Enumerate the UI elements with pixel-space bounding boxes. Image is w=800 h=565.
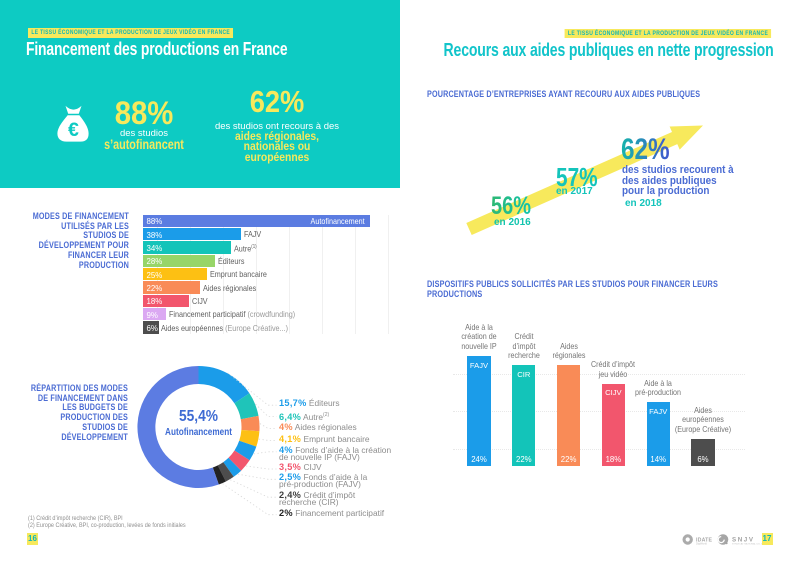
svg-text:DigiWorld: DigiWorld xyxy=(696,542,707,545)
svg-text:€: € xyxy=(68,119,79,141)
svg-text:SNJV: SNJV xyxy=(732,537,755,544)
svg-text:SYNDICAT NATIONAL DU JEU VIDEO: SYNDICAT NATIONAL DU JEU VIDEO xyxy=(732,543,773,546)
svg-text:IDATE: IDATE xyxy=(696,537,713,543)
